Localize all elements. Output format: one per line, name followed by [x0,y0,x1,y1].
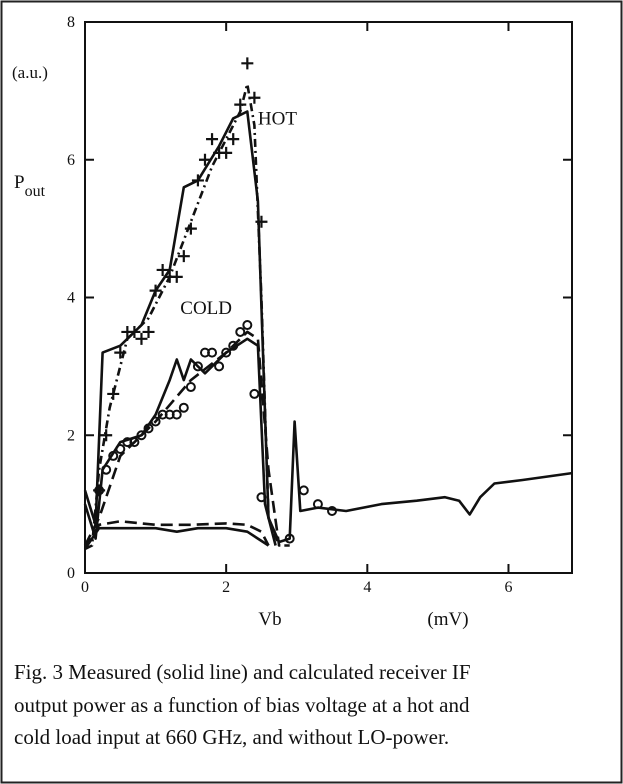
plus-marker [234,98,247,111]
circle-marker [192,361,203,372]
x-tick-label: 2 [222,579,230,596]
circle-marker [298,485,309,496]
plus-marker [220,146,233,159]
circle-marker [136,430,147,441]
plus-marker [198,153,211,166]
series-line [83,330,281,547]
plus-marker [114,346,127,359]
y-tick-label: 6 [67,152,75,169]
y-tick-label: 2 [67,427,75,444]
y-tick-label: 4 [67,290,75,307]
series-line [83,520,270,550]
series-line [83,526,270,550]
plus-marker [142,325,155,338]
x-tick-label: 6 [504,579,512,596]
plus-marker [156,263,169,276]
circle-marker [143,423,154,434]
circle-marker [221,347,232,358]
y-label-main: P [14,172,25,193]
y-label: Pout [14,172,46,200]
circle-marker [108,450,119,461]
circle-marker [101,464,112,475]
annotation: HOT [258,108,297,129]
circle-marker [327,506,338,517]
caption-line: Fig. 3 Measured (solid line) and calcula… [14,660,471,684]
plus-marker [107,387,120,400]
series-line [83,110,573,544]
circle-marker [94,485,105,496]
plus-marker [100,429,113,442]
circle-marker [249,388,260,399]
circle-marker [129,437,140,448]
circle-marker [256,492,267,503]
y-tick-label: 8 [67,14,75,31]
circle-marker [242,320,253,331]
plus-marker [170,270,183,283]
plus-marker [227,133,240,146]
x-tick-label: 0 [81,579,89,596]
circle-marker [207,347,218,358]
plus-marker [248,91,261,104]
x-label: Vb [258,609,281,630]
plus-marker [255,215,268,228]
plus-marker [177,250,190,263]
x-tick-label: 4 [363,579,371,596]
plus-marker [128,325,141,338]
plus-marker [149,284,162,297]
plus-marker [206,133,219,146]
caption-line: output power as a function of bias volta… [14,693,470,717]
plus-marker [241,57,254,70]
plus-marker [191,174,204,187]
plus-marker [184,222,197,235]
circle-marker [312,499,323,510]
y-unit: (a.u.) [12,63,48,82]
plus-marker [135,332,148,345]
circle-marker [235,326,246,337]
caption-line: cold load input at 660 GHz, and without … [14,725,449,749]
y-tick-label: 0 [67,565,75,582]
circle-marker [150,416,161,427]
x-unit: (mV) [427,609,468,630]
series-line [83,337,277,546]
circle-marker [228,340,239,351]
annotation: COLD [180,298,232,319]
circle-marker [284,533,295,544]
y-label-sub: out [25,183,46,200]
circle-marker [185,382,196,393]
circle-marker [171,409,182,420]
circle-marker [115,444,126,455]
circle-marker [178,402,189,413]
circle-marker [214,361,225,372]
